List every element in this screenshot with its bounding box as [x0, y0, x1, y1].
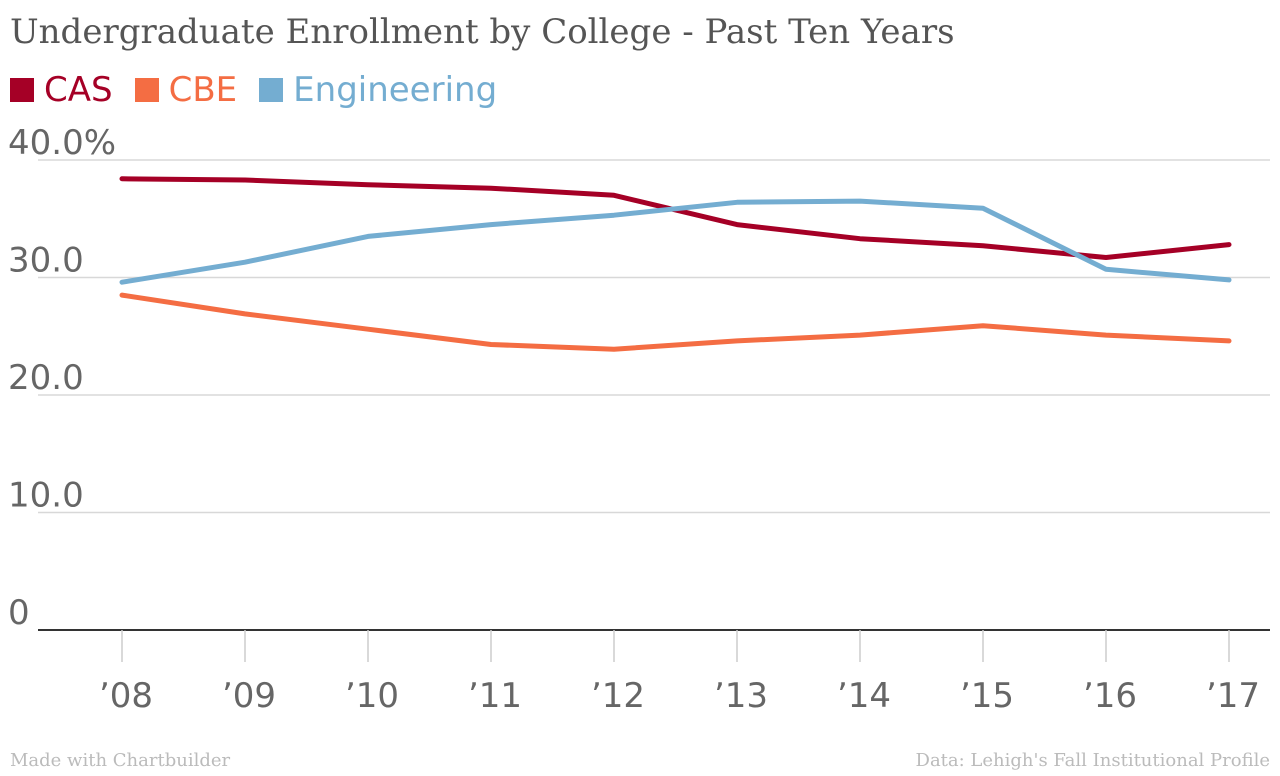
y-tick-label-10: 10.0	[8, 476, 84, 516]
x-tick-label-1: ’09	[222, 676, 276, 716]
y-tick-label-0: 0	[8, 593, 30, 633]
x-tick-label-4: ’12	[591, 676, 645, 716]
x-tick-label-7: ’15	[960, 676, 1014, 716]
legend-item-cbe: CBE	[134, 70, 238, 110]
x-axis: ’08 ’09 ’10 ’11 ’12 ’13 ’14 ’15 ’16 ’17	[99, 630, 1260, 716]
x-tick-label-8: ’16	[1083, 676, 1137, 716]
y-tick-label-20: 20.0	[8, 358, 84, 398]
x-tick-label-9: ’17	[1206, 676, 1260, 716]
y-tick-label-40: 40.0%	[8, 123, 116, 163]
legend-item-engineering: Engineering	[259, 73, 497, 107]
x-tick-label-0: ’08	[99, 676, 153, 716]
x-tick-label-3: ’11	[468, 676, 522, 716]
footer-source: Data: Lehigh's Fall Institutional Profil…	[915, 750, 1270, 771]
legend-label-engineering: Engineering	[293, 70, 498, 110]
x-tick-label-2: ’10	[345, 676, 399, 716]
series-line-cbe	[119, 292, 1232, 352]
legend-label-cbe: CBE	[168, 70, 238, 110]
x-tick-label-6: ’14	[837, 676, 891, 716]
legend-swatch-cas	[10, 78, 34, 102]
series-line-engineering	[119, 198, 1232, 285]
legend-swatch-cbe	[134, 78, 159, 102]
legend-item-cas: CAS	[10, 73, 113, 107]
legend-label-cas: CAS	[44, 70, 113, 110]
series-lines	[119, 176, 1232, 352]
footer-credit: Made with Chartbuilder	[10, 750, 231, 771]
y-tick-label-30: 30.0	[8, 241, 84, 281]
x-tick-label-5: ’13	[714, 676, 768, 716]
legend-swatch-engineering	[259, 78, 284, 102]
chart-title: Undergraduate Enrollment by College - Pa…	[10, 12, 955, 52]
legend: CAS CBE Engineering	[10, 68, 519, 112]
y-axis: 0 10.0 20.0 30.0 40.0%	[8, 123, 116, 633]
gridlines	[38, 159, 1270, 631]
